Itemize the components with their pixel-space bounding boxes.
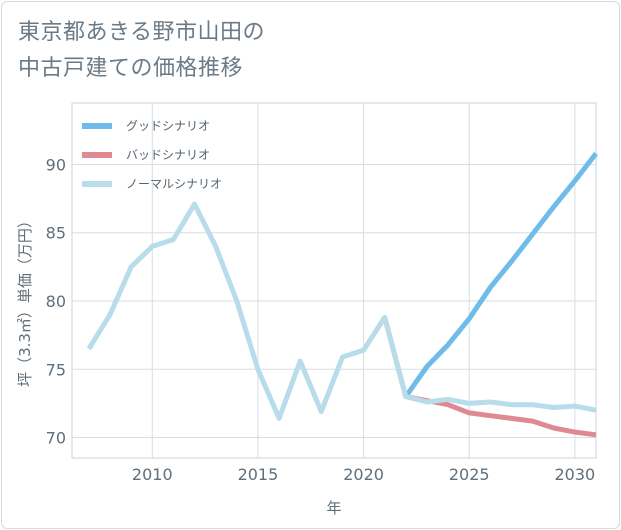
y-tick-label: 80 [46,292,66,311]
chart-title-line-2: 中古戸建ての価格推移 [18,56,244,81]
legend-label-bad-scenario: バッドシナリオ [126,148,210,162]
series-line-normal-scenario [86,201,597,421]
legend-label-good-scenario: グッドシナリオ [126,119,210,133]
x-tick-label: 2030 [555,465,596,484]
y-tick-label: 70 [46,429,66,448]
y-tick-label: 90 [46,155,66,174]
x-tick-label: 2010 [132,465,173,484]
y-tick-label: 85 [46,224,66,243]
series-lines [86,151,598,438]
plot-area [71,102,597,459]
tick-labels: 2010 2015 2020 2025 2030 70 75 80 85 90 [46,155,596,484]
grid-lines [72,103,596,458]
chart-title-line-1: 東京都あきる野市山田の [18,20,266,45]
x-tick-label: 2020 [343,465,384,484]
legend-label-normal-scenario: ノーマルシナリオ [126,177,222,191]
x-tick-label: 2025 [449,465,490,484]
series-line-good-scenario [403,151,598,399]
y-tick-label: 75 [46,360,66,379]
chart-title: 東京都あきる野市山田の 中古戸建ての価格推移 [18,15,438,87]
x-tick-label: 2015 [238,465,279,484]
x-axis-title: 年 [326,499,341,517]
y-axis-title: 坪（3.3㎡）単価（万円） [16,213,34,387]
